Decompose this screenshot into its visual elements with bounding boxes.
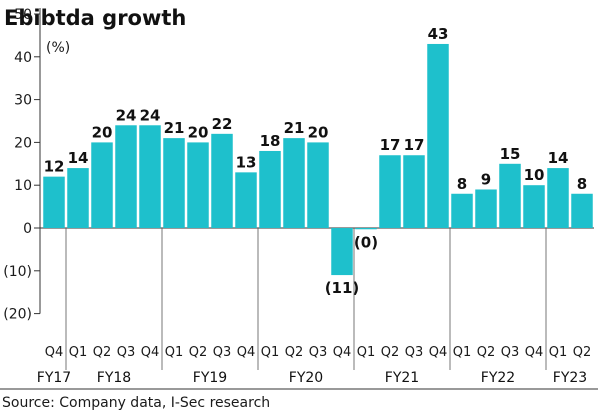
x-tick-label: Q2 — [285, 345, 304, 360]
bar-value-label: 18 — [260, 132, 281, 150]
bar-value-label: 24 — [116, 106, 137, 124]
bar-value-label: 24 — [140, 106, 161, 124]
bar-value-label: 21 — [284, 119, 305, 137]
x-tick-label: Q3 — [117, 345, 136, 360]
bar-value-label: 10 — [524, 166, 545, 184]
bar-value-label: 17 — [404, 136, 425, 154]
bar-value-label: (0) — [354, 233, 378, 251]
bar — [523, 185, 545, 228]
bar — [67, 168, 89, 228]
chart-title: Ebibtda growth — [4, 6, 186, 30]
y-tick-label: 0 — [23, 221, 32, 237]
x-tick-label: Q1 — [165, 345, 184, 360]
fiscal-year-label: FY19 — [193, 370, 227, 386]
y-tick-label: (10) — [3, 264, 32, 280]
bar — [499, 163, 521, 228]
bar — [139, 125, 161, 228]
bar — [571, 193, 593, 228]
bar-value-label: 21 — [164, 119, 185, 137]
x-tick-label: Q3 — [405, 345, 424, 360]
bar-value-label: 14 — [548, 149, 569, 167]
bar — [283, 138, 305, 228]
bar-value-label: (11) — [325, 279, 360, 297]
x-tick-label: Q1 — [357, 345, 376, 360]
bar-value-label: 20 — [92, 123, 113, 141]
bar-value-label: 20 — [308, 123, 329, 141]
bar-value-label: 15 — [500, 145, 521, 163]
bar-value-label: 22 — [212, 115, 233, 133]
x-tick-label: Q4 — [237, 345, 256, 360]
x-tick-label: Q4 — [429, 345, 448, 360]
fiscal-year-label: FY17 — [37, 370, 71, 386]
x-tick-label: Q1 — [261, 345, 280, 360]
bar — [451, 193, 473, 228]
bar-value-label: 13 — [236, 153, 257, 171]
bar — [355, 228, 377, 230]
x-axis: Q4 Q1 Q2 Q3 Q4 Q1 Q2 Q3 Q4 Q1 Q2 Q3 Q4 Q1 Q2 Q3 Q4 Q1 Q2 Q3… — [0, 228, 598, 390]
y-tick-label: (20) — [3, 307, 32, 323]
bar — [163, 138, 185, 228]
x-tick-label: Q4 — [333, 345, 352, 360]
x-tick-label: Q1 — [69, 345, 88, 360]
bar-value-label: 17 — [380, 136, 401, 154]
bar-value-label: 43 — [428, 25, 449, 43]
fiscal-year-label: FY21 — [385, 370, 419, 386]
fiscal-year-label: FY22 — [481, 370, 515, 386]
x-tick-label: Q4 — [525, 345, 544, 360]
y-tick-label: 10 — [14, 178, 32, 194]
bar-value-label: 9 — [481, 170, 491, 188]
x-tick-label: Q1 — [549, 345, 568, 360]
bar — [379, 155, 401, 228]
y-unit-label: (%) — [46, 40, 70, 56]
x-tick-label: Q3 — [213, 345, 232, 360]
bar — [187, 142, 209, 228]
bar — [307, 142, 329, 228]
bar — [259, 150, 281, 228]
fiscal-year-label: FY18 — [97, 370, 131, 386]
x-tick-label: Q2 — [573, 345, 592, 360]
bar-value-label: 14 — [68, 149, 89, 167]
fiscal-year-label: FY20 — [289, 370, 323, 386]
y-tick-label: 20 — [14, 135, 32, 151]
y-tick-label: 50 — [14, 7, 32, 23]
fiscal-year-label: FY23 — [553, 370, 587, 386]
x-tick-label: Q4 — [45, 345, 64, 360]
x-tick-label: Q2 — [477, 345, 496, 360]
bar-value-label: 20 — [188, 123, 209, 141]
bar — [427, 43, 449, 229]
y-tick-label: 30 — [14, 93, 32, 109]
bar — [211, 133, 233, 228]
bar — [547, 168, 569, 228]
x-tick-label: Q2 — [189, 345, 208, 360]
bar — [331, 228, 353, 276]
bar-value-label: 8 — [457, 175, 467, 193]
bar — [475, 189, 497, 228]
bar — [115, 125, 137, 228]
y-tick-label: 40 — [14, 50, 32, 66]
x-tick-label: Q3 — [501, 345, 520, 360]
bar-value-label: 8 — [577, 175, 587, 193]
bar — [43, 176, 65, 228]
bar-value-label: 12 — [44, 158, 65, 176]
x-tick-label: Q2 — [381, 345, 400, 360]
x-tick-label: Q1 — [453, 345, 472, 360]
x-tick-label: Q4 — [141, 345, 160, 360]
bar — [91, 142, 113, 228]
x-tick-label: Q3 — [309, 345, 328, 360]
x-tick-label: Q2 — [93, 345, 112, 360]
bar — [403, 155, 425, 228]
source-note: Source: Company data, I-Sec research — [2, 395, 270, 411]
bar — [235, 172, 257, 228]
